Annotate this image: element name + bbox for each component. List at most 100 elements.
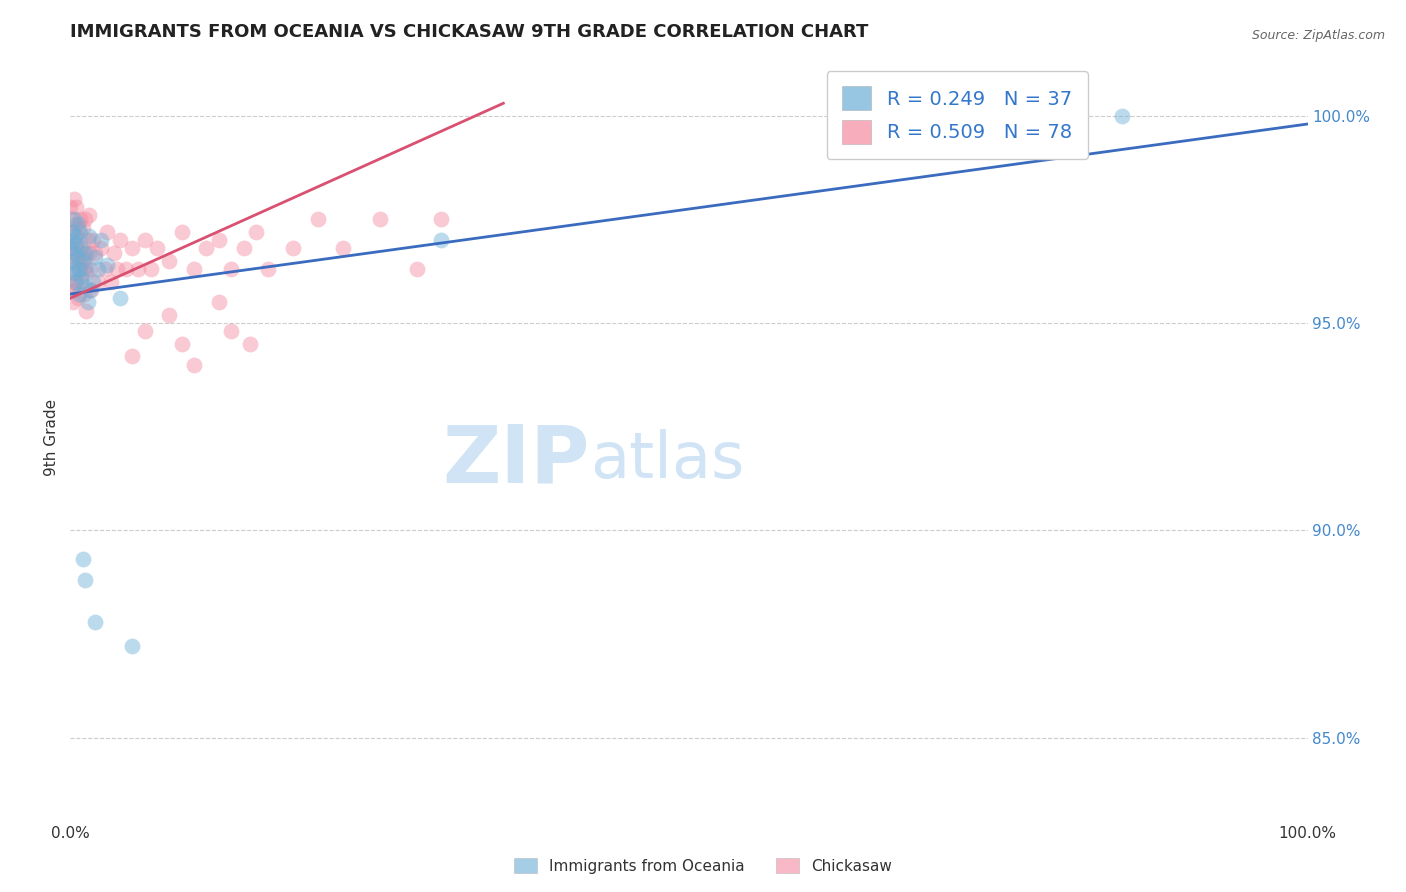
Point [72, 253, 94, 268]
Point [146, 241, 169, 255]
Point [72, 220, 94, 235]
Point [60, 253, 83, 268]
Point [60, 212, 83, 227]
Point [65, 217, 87, 231]
Point [77, 245, 100, 260]
Point [108, 291, 131, 305]
Point [70, 241, 93, 255]
Point [62, 233, 84, 247]
Point [90, 233, 112, 247]
Point [257, 262, 280, 277]
Point [405, 262, 427, 277]
Point [183, 262, 205, 277]
Point [127, 262, 149, 277]
Point [62, 225, 84, 239]
Point [63, 192, 86, 206]
Point [332, 241, 354, 255]
Point [75, 303, 97, 318]
Point [70, 275, 93, 289]
Point [63, 212, 86, 227]
Point [59, 241, 82, 255]
Point [73, 287, 96, 301]
Point [108, 233, 131, 247]
Point [73, 278, 96, 293]
Point [75, 253, 97, 268]
Point [219, 324, 242, 338]
Point [65, 241, 87, 255]
Point [307, 212, 329, 227]
Point [139, 262, 162, 277]
Point [69, 225, 91, 239]
Point [105, 262, 128, 277]
Point [281, 241, 304, 255]
Point [1111, 109, 1133, 123]
Point [90, 241, 112, 255]
Point [121, 349, 143, 363]
Point [103, 245, 125, 260]
Point [65, 237, 87, 252]
Point [86, 275, 108, 289]
Point [70, 245, 93, 260]
Point [75, 212, 97, 227]
Point [70, 270, 93, 285]
Point [75, 262, 97, 277]
Point [75, 245, 97, 260]
Point [115, 262, 138, 277]
Point [121, 241, 143, 255]
Point [170, 225, 193, 239]
Point [183, 358, 205, 372]
Point [63, 275, 86, 289]
Point [60, 253, 83, 268]
Point [59, 200, 82, 214]
Point [69, 253, 91, 268]
Legend: Immigrants from Oceania, Chickasaw: Immigrants from Oceania, Chickasaw [508, 852, 898, 880]
Text: IMMIGRANTS FROM OCEANIA VS CHICKASAW 9TH GRADE CORRELATION CHART: IMMIGRANTS FROM OCEANIA VS CHICKASAW 9TH… [70, 23, 869, 41]
Point [62, 262, 84, 277]
Point [77, 229, 100, 244]
Point [79, 262, 101, 277]
Point [75, 266, 97, 280]
Point [368, 212, 391, 227]
Point [65, 266, 87, 280]
Y-axis label: 9th Grade: 9th Grade [44, 399, 59, 475]
Point [208, 233, 231, 247]
Point [65, 275, 87, 289]
Point [195, 241, 218, 255]
Point [170, 336, 193, 351]
Point [67, 233, 90, 247]
Point [66, 217, 89, 231]
Point [62, 266, 84, 280]
Point [67, 262, 90, 277]
Point [76, 233, 98, 247]
Point [69, 212, 91, 227]
Point [84, 250, 107, 264]
Point [232, 241, 254, 255]
Point [96, 225, 118, 239]
Point [62, 295, 84, 310]
Point [86, 262, 108, 277]
Point [430, 212, 453, 227]
Point [100, 275, 122, 289]
Point [77, 208, 100, 222]
Point [96, 258, 118, 272]
Point [60, 225, 83, 239]
Point [73, 245, 96, 260]
Point [59, 241, 82, 255]
Point [430, 233, 453, 247]
Point [82, 233, 104, 247]
Legend: R = 0.249   N = 37, R = 0.509   N = 78: R = 0.249 N = 37, R = 0.509 N = 78 [827, 70, 1087, 159]
Point [134, 233, 156, 247]
Point [72, 552, 94, 566]
Point [67, 287, 90, 301]
Point [65, 229, 87, 244]
Point [219, 262, 242, 277]
Point [75, 573, 97, 587]
Point [157, 308, 180, 322]
Point [80, 283, 103, 297]
Point [239, 336, 262, 351]
Point [245, 225, 267, 239]
Point [66, 250, 89, 264]
Point [60, 283, 83, 297]
Text: Source: ZipAtlas.com: Source: ZipAtlas.com [1251, 29, 1385, 42]
Point [67, 262, 90, 277]
